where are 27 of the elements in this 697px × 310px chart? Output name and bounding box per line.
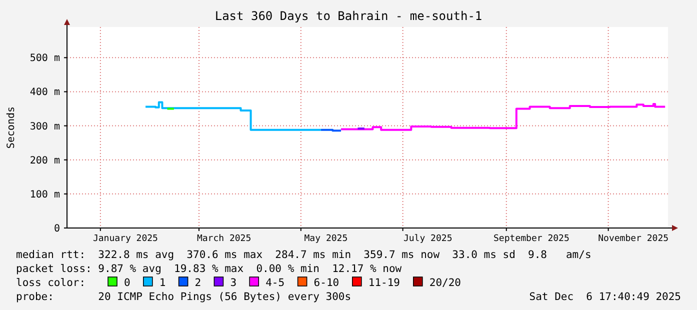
y-tick-label: 100 m bbox=[30, 189, 60, 200]
legend-label: 4-5 bbox=[266, 277, 285, 289]
legend-title: loss color: bbox=[16, 277, 86, 289]
y-tick-label: 400 m bbox=[30, 87, 60, 98]
x-tick-label: September 2025 bbox=[494, 234, 570, 244]
chart-title: Last 360 Days to Bahrain - me-south-1 bbox=[214, 9, 482, 23]
y-tick-label: 200 m bbox=[30, 155, 60, 166]
y-tick-label: 300 m bbox=[30, 121, 60, 132]
text: probe: 20 ICMP Echo Pings (56 Bytes) every 300s bbox=[16, 291, 352, 303]
y-tick-label: 500 m bbox=[30, 53, 60, 64]
legend-label: 1 bbox=[159, 277, 166, 289]
x-tick-label: November 2025 bbox=[598, 234, 669, 244]
legend-label: 0 bbox=[124, 277, 130, 289]
legend-label: 20/20 bbox=[429, 277, 462, 289]
text: Sat Dec 6 17:40:49 2025 bbox=[529, 291, 681, 303]
x-tick-label: July 2025 bbox=[403, 234, 452, 244]
legend-label: 11-19 bbox=[368, 277, 400, 289]
legend-label: 2 bbox=[194, 277, 202, 289]
text: packet loss: 9.87 % avg 19.83 % max 0.00 % min 12.17 % now bbox=[16, 263, 402, 275]
y-axis-title: Seconds bbox=[6, 106, 17, 149]
x-tick-label: January 2025 bbox=[92, 234, 158, 244]
legend-label: 6-10 bbox=[314, 277, 340, 289]
x-tick-label: March 2025 bbox=[196, 234, 252, 244]
x-tick-label: May 2025 bbox=[304, 234, 348, 244]
text: median rtt: 322.8 ms avg 370.6 ms max 284.7 ms min 359.7 ms now 33.0 ms sd 9.8 am/s bbox=[16, 249, 592, 261]
y-tick-label: 0 bbox=[54, 224, 60, 234]
legend-label: 3 bbox=[230, 277, 237, 289]
